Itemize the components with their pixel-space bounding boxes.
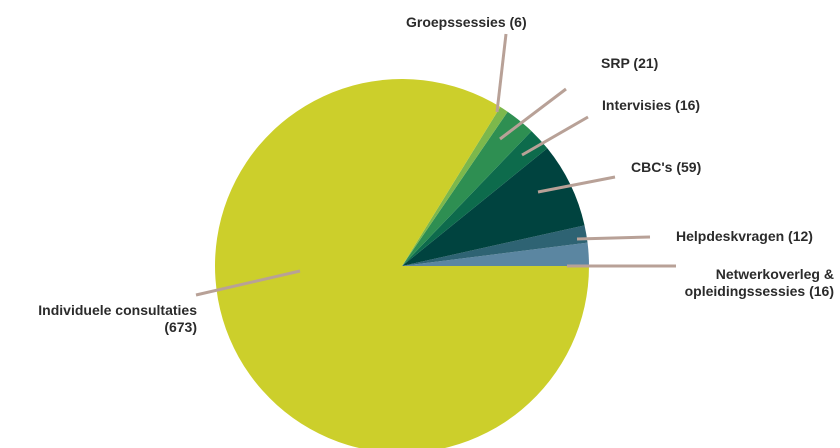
label-intervisies-line1: Intervisies (16) xyxy=(602,97,701,113)
label-cbcs-line1: CBC's (59) xyxy=(631,159,702,175)
pie-slice-0 xyxy=(402,242,589,266)
label-srp: SRP (21) xyxy=(601,55,658,72)
leader-line-3 xyxy=(521,115,589,157)
leader-line-4 xyxy=(499,87,567,141)
label-individuele-consultaties-line1: Individuele consultaties xyxy=(38,302,197,318)
label-groepssessies: Groepssessies (6) xyxy=(406,14,527,31)
label-individuele-consultaties: Individuele consultaties (673) xyxy=(38,302,197,336)
pie-slice-6 xyxy=(215,79,589,448)
label-intervisies: Intervisies (16) xyxy=(602,97,700,114)
pie-slice-5 xyxy=(402,106,508,267)
label-individuele-consultaties-line2: (673) xyxy=(164,319,197,335)
leader-line-2 xyxy=(537,175,616,194)
pie-slice-1 xyxy=(402,225,588,266)
pie-slices xyxy=(215,79,589,448)
label-netwerkoverleg-line2: opleidingssessies (16) xyxy=(684,283,834,299)
label-netwerkoverleg-line1: Netwerkoverleg & xyxy=(715,266,834,282)
leader-lines xyxy=(195,33,676,297)
leader-line-6 xyxy=(195,269,301,297)
pie-slice-2 xyxy=(402,148,585,266)
label-cbcs: CBC's (59) xyxy=(631,159,701,176)
label-netwerkoverleg: Netwerkoverleg & opleidingssessies (16) xyxy=(685,266,834,300)
label-groepssessies-line1: Groepssessies (6) xyxy=(406,14,527,30)
label-helpdeskvragen-line1: Helpdeskvragen (12) xyxy=(676,228,813,244)
leader-line-1 xyxy=(576,235,651,241)
pie-slice-3 xyxy=(402,131,548,266)
pie-slice-4 xyxy=(402,111,532,266)
label-srp-line1: SRP (21) xyxy=(601,55,659,71)
label-helpdeskvragen: Helpdeskvragen (12) xyxy=(676,228,813,245)
leader-line-5 xyxy=(495,33,508,113)
